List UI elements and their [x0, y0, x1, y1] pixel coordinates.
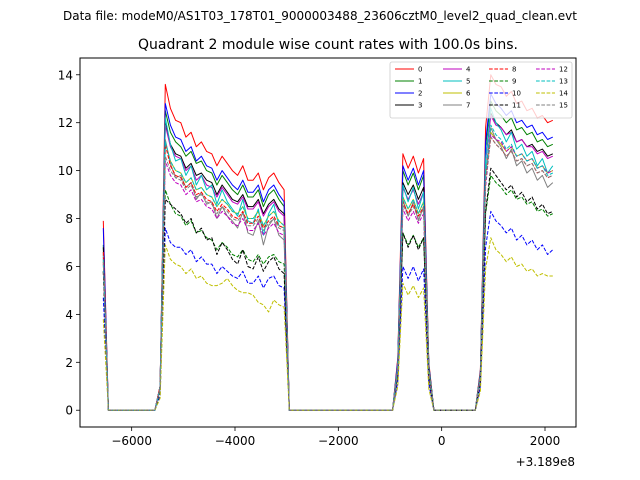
y-tick-label: 4 — [65, 308, 73, 322]
series-line-8 — [102, 136, 554, 411]
legend-label-13: 13 — [559, 78, 568, 86]
plot-frame — [79, 57, 577, 428]
legend-label-2: 2 — [418, 90, 422, 98]
legend-label-11: 11 — [512, 102, 521, 110]
legend-label-9: 9 — [512, 78, 516, 86]
legend-label-15: 15 — [559, 102, 568, 110]
x-tick-label: −2000 — [318, 434, 359, 448]
legend-label-14: 14 — [559, 90, 568, 98]
x-axis: −6000 −4000 −2000 0 2000 — [111, 427, 560, 448]
series-line-15 — [102, 136, 554, 411]
x-tick-label: −6000 — [111, 434, 152, 448]
legend-label-5: 5 — [466, 78, 470, 86]
legend-box — [389, 61, 573, 119]
legend-label-7: 7 — [466, 102, 470, 110]
y-tick-label: 10 — [58, 164, 73, 178]
y-axis: 0 2 4 6 8 10 12 14 — [58, 68, 80, 418]
x-offset-label: +3.189e8 — [516, 455, 575, 469]
legend-label-1: 1 — [418, 78, 422, 86]
legend-label-0: 0 — [418, 66, 422, 74]
x-tick-label: −4000 — [215, 434, 256, 448]
chart-title: Quadrant 2 module wise count rates with … — [138, 37, 518, 53]
legend-label-3: 3 — [418, 102, 422, 110]
series-lines — [102, 74, 554, 411]
series-line-13 — [102, 124, 554, 411]
legend-label-8: 8 — [512, 66, 516, 74]
legend-label-4: 4 — [466, 66, 471, 74]
x-tick-label: 2000 — [530, 434, 561, 448]
y-tick-label: 8 — [65, 212, 73, 226]
figure-suptitle: Data file: modeM0/AS1T03_178T01_90000034… — [63, 9, 577, 23]
y-tick-label: 12 — [58, 116, 73, 130]
y-tick-label: 14 — [58, 68, 73, 82]
legend-label-12: 12 — [559, 66, 568, 74]
y-tick-label: 6 — [65, 260, 73, 274]
legend-label-6: 6 — [466, 90, 471, 98]
y-tick-label: 2 — [65, 356, 73, 370]
y-tick-label: 0 — [65, 404, 73, 418]
x-tick-label: 0 — [438, 434, 446, 448]
legend-label-10: 10 — [512, 90, 521, 98]
